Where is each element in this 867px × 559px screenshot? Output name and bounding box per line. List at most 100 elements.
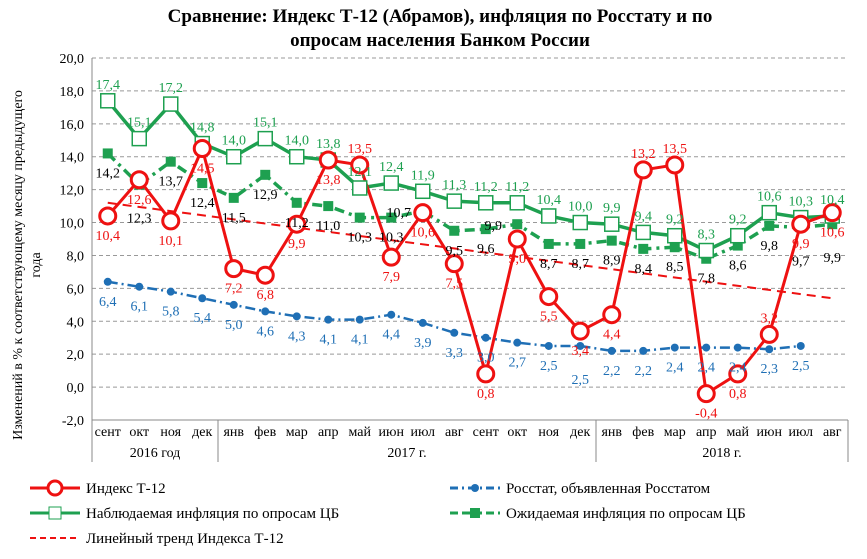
x-tick-label: июн: [757, 425, 783, 440]
observed-data-label: 11,9: [411, 168, 435, 183]
rosstat-data-label: 2,4: [666, 361, 684, 376]
observed-data-label: 10,4: [820, 193, 845, 208]
observed-point: [478, 195, 494, 211]
x-group-label: 2016 год: [130, 446, 181, 461]
rosstat-point: [387, 310, 396, 319]
expected-data-label: 14,2: [96, 166, 121, 181]
t12-point: [633, 160, 653, 180]
t12-data-label: 5,5: [540, 310, 558, 325]
legend-filled-square-icon: [470, 508, 480, 518]
expected-point: [512, 219, 523, 230]
t12-point: [696, 384, 716, 404]
expected-point: [575, 238, 586, 249]
rosstat-line: [107, 280, 801, 353]
t12-point: [287, 214, 307, 234]
x-tick-label: ноя: [160, 425, 181, 440]
rosstat-point: [702, 343, 711, 352]
x-tick-label: апр: [318, 425, 339, 440]
x-tick-label: дек: [570, 425, 590, 440]
rosstat-point: [324, 315, 333, 324]
rosstat-point: [733, 343, 742, 352]
x-tick-label: янв: [223, 425, 244, 440]
x-tick-label: апр: [696, 425, 717, 440]
rosstat-point: [607, 346, 616, 355]
observed-point: [289, 148, 305, 165]
t12-data-label: 4,4: [603, 328, 621, 343]
expected-data-label: 8,7: [572, 257, 590, 272]
expected-point: [701, 253, 712, 264]
observed-data-label: 15,1: [127, 116, 152, 131]
t12-data-label: 10,6: [820, 226, 845, 241]
observed-data-label: 10,3: [789, 195, 814, 210]
t12-data-label: 13,2: [631, 147, 656, 162]
x-tick-label: май: [349, 425, 372, 440]
legend-observed-label: Наблюдаемая инфляция по опросам ЦБ: [86, 506, 339, 522]
rosstat-data-label: 6,4: [99, 295, 117, 310]
observed-point: [730, 227, 746, 244]
y-tick-label: 20,0: [60, 52, 85, 67]
x-tick-label: янв: [601, 425, 622, 440]
t12-point: [602, 305, 622, 325]
expected-data-label: 9,8: [761, 239, 779, 254]
y-tick-label: 10,0: [60, 217, 85, 232]
t12-data-label: 13,8: [316, 173, 341, 188]
expected-point: [480, 224, 491, 235]
rosstat-data-label: 4,1: [320, 333, 338, 348]
observed-point: [131, 130, 147, 147]
observed-data-label: 14,0: [222, 134, 247, 149]
expected-data-label: 10,3: [379, 231, 404, 246]
expected-data-label: 8,6: [729, 259, 747, 274]
t12-line: [106, 143, 833, 397]
observed-data-label: 10,0: [568, 200, 593, 215]
rosstat-point: [261, 307, 270, 316]
x-tick-label: июл: [410, 425, 435, 440]
expected-point: [197, 178, 208, 189]
rosstat-data-label: 2,5: [792, 359, 810, 374]
trend-line: [107, 201, 833, 300]
observed-data-label: 8,3: [698, 228, 716, 243]
observed-data-label: 9,2: [729, 213, 747, 228]
t12-point: [665, 155, 685, 175]
t12-point: [98, 206, 118, 226]
observed-data-label: 9,2: [666, 213, 684, 228]
observed-point: [698, 242, 714, 259]
expected-data-label: 9,5: [446, 244, 464, 259]
rosstat-point: [513, 338, 522, 347]
t12-data-label: 7,2: [225, 282, 243, 297]
rosstat-data-label: 5,8: [162, 305, 180, 320]
expected-point: [228, 192, 239, 203]
expected-data-label: 8,4: [635, 262, 653, 277]
expected-point: [638, 243, 649, 254]
rosstat-point: [292, 312, 301, 321]
x-tick-label: авг: [823, 425, 842, 440]
expected-data-label: 11,0: [316, 219, 340, 234]
rosstat-data-label: 6,1: [131, 300, 149, 315]
rosstat-data-label: 4,3: [288, 329, 306, 344]
expected-data-label: 7,8: [698, 272, 716, 287]
expected-data-label: 8,7: [540, 257, 558, 272]
rosstat-data-label: 4,4: [383, 328, 401, 343]
expected-data-label: 9,6: [477, 242, 495, 257]
legend-open-square-icon: [48, 506, 62, 520]
observed-point: [667, 227, 683, 244]
t12-point: [539, 287, 559, 307]
expected-data-label: 9,7: [792, 254, 810, 269]
expected-data-label: 9,9: [824, 251, 842, 266]
observed-point: [352, 180, 368, 196]
y-tick-label: 12,0: [60, 184, 85, 199]
legend-t12-label: Индекс Т-12: [86, 481, 166, 497]
t12-data-label: 10,1: [159, 234, 184, 249]
expected-data-label: 12,3: [127, 212, 152, 227]
observed-data-label: 12,1: [348, 165, 373, 180]
x-group-label: 2017 г.: [387, 446, 426, 461]
observed-point: [415, 183, 431, 200]
expected-point: [606, 235, 617, 246]
t12-point: [759, 324, 779, 344]
x-tick-label: сент: [95, 425, 121, 440]
observed-data-label: 9,4: [635, 209, 653, 224]
expected-point: [669, 242, 680, 253]
expected-data-label: 11,5: [222, 211, 246, 226]
observed-point: [257, 130, 273, 147]
expected-point: [732, 240, 743, 251]
expected-data-label: 10,7: [387, 206, 412, 221]
